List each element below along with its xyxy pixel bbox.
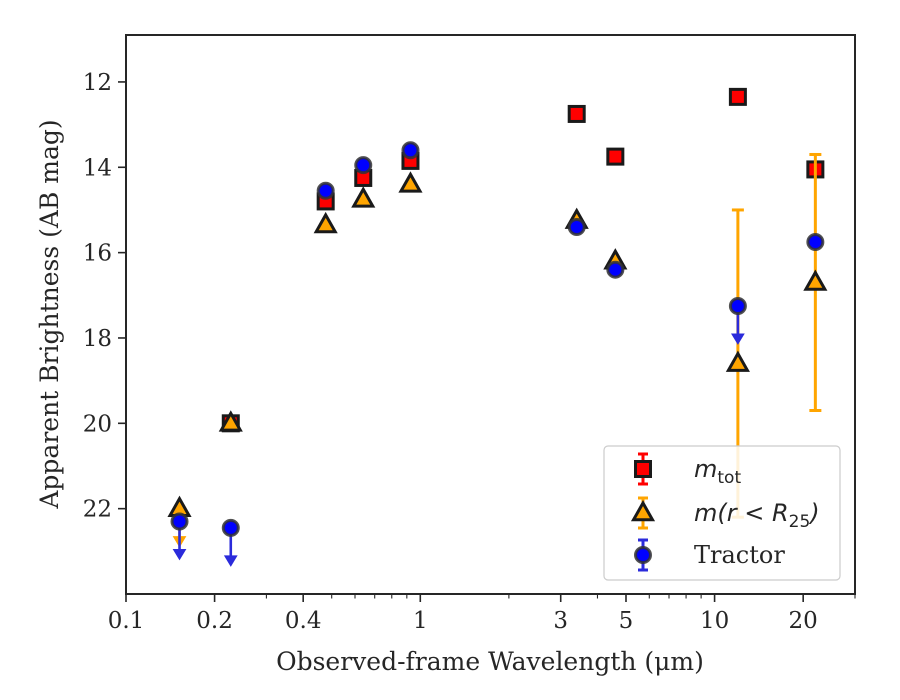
upper-limit-head <box>223 555 238 567</box>
legend-marker-tractor <box>634 546 652 564</box>
series-tractor <box>170 141 825 567</box>
y-tick-label: 16 <box>83 241 112 267</box>
data-point-mtot <box>728 87 747 106</box>
legend-label-tractor: Tractor <box>694 541 785 569</box>
plot-frame <box>125 34 856 595</box>
x-tick-label: 0.4 <box>285 608 322 634</box>
y-axis: 12 14 16 18 20 22 <box>83 70 126 523</box>
data-point-mr25 <box>313 211 338 234</box>
y-tick-label: 14 <box>83 155 112 181</box>
legend-frame <box>603 445 841 581</box>
data-point-tractor <box>401 141 420 160</box>
plot-marks <box>167 87 828 567</box>
x-tick-label: 10 <box>700 608 729 634</box>
x-axis-label: Observed-frame Wavelength (μm) <box>276 647 704 676</box>
y-tick-label: 12 <box>83 70 112 96</box>
data-point-tractor <box>806 232 825 251</box>
legend-label-mtot: mtot <box>694 455 741 488</box>
legend-label-mr25: m(r < R25) <box>694 499 820 532</box>
data-point-tractor <box>354 156 373 175</box>
data-point-mtot <box>606 147 625 166</box>
legend-marker-mr25 <box>630 499 656 522</box>
x-tick-label: 20 <box>789 608 818 634</box>
data-point-mr25 <box>725 350 750 372</box>
y-axis-label: Apparent Brightness (AB mag) <box>35 119 64 509</box>
x-tick-label: 0.2 <box>196 608 233 634</box>
data-point-tractor <box>606 260 625 279</box>
x-tick-label: 3 <box>553 608 568 634</box>
data-point-tractor <box>170 512 189 531</box>
data-point-tractor <box>728 296 747 315</box>
legend-items: mtot m(r < R25) Tractor <box>630 452 820 572</box>
x-tick-label: 5 <box>619 608 634 634</box>
data-point-mr25 <box>803 269 828 291</box>
upper-limit-head <box>172 548 187 561</box>
y-tick-label: 18 <box>83 326 112 352</box>
data-point-tractor <box>567 218 586 237</box>
x-tick-label: 1 <box>413 608 428 634</box>
y-tick-label: 20 <box>83 411 112 437</box>
data-point-mr25 <box>398 171 423 193</box>
data-point-tractor <box>221 518 240 537</box>
series-mtot <box>221 87 825 433</box>
data-point-tractor <box>316 181 335 200</box>
legend: mtot m(r < R25) Tractor <box>603 445 841 581</box>
x-axis: 0.1 0.2 0.4 1 3 5 10 20 <box>108 594 856 634</box>
legend-marker-mtot <box>634 460 652 478</box>
y-tick-label: 22 <box>83 497 112 523</box>
x-tick-label: 0.1 <box>108 608 145 634</box>
upper-limit-head <box>731 333 745 345</box>
data-point-mr25 <box>218 410 243 432</box>
data-point-mtot <box>567 104 586 123</box>
data-point-mr25 <box>351 186 376 208</box>
